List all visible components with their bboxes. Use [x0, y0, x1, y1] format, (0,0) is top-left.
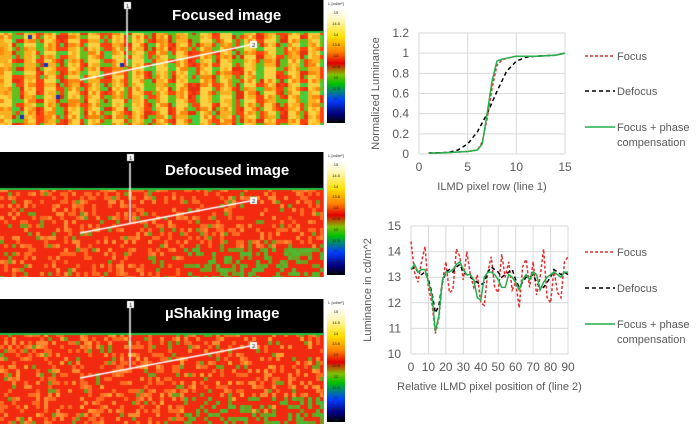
- legend-label: Focus + phase: [617, 122, 689, 134]
- colorbar-label: 12.5: [332, 363, 340, 368]
- colorbar-gradient: [327, 8, 345, 123]
- series-line-2: [410, 260, 568, 332]
- focused-heatmap: [0, 0, 323, 125]
- colorbar-label: 13: [333, 205, 339, 211]
- x-tick-label: 20: [439, 360, 453, 374]
- legend-label: Focus + phase: [617, 319, 689, 331]
- y-tick-label: 15: [388, 219, 402, 233]
- x-tick-label: 10: [510, 160, 524, 174]
- legend-label: Focus: [617, 247, 647, 259]
- colorbar-gradient: [327, 160, 345, 275]
- colorbar: L [cd/m²] 15 14.5 14 13.5 13 12.5 12 11.5 11 10.5 1…: [323, 0, 348, 125]
- luminance-line2-chart: 0 10 20 30 40 50 60 70 80 90101112131415Relative …: [362, 219, 689, 393]
- series-line-1: [428, 52, 566, 154]
- x-tick-label: 15: [558, 160, 572, 174]
- panel-title: µShaking image: [165, 305, 280, 322]
- colorbar-unit: L [cd/m²]: [328, 153, 344, 158]
- y-axis-label: Luminance in cd/m^2: [362, 238, 374, 342]
- colorbar-label: 15: [333, 10, 339, 15]
- colorbar-label: 11.5: [332, 384, 340, 390]
- y-tick-label: 1.2: [392, 26, 409, 40]
- y-tick-label: 0.8: [392, 66, 409, 80]
- legend-label: compensation: [617, 334, 686, 346]
- colorbar-label: 12: [333, 373, 339, 379]
- y-tick-label: 11: [389, 321, 402, 335]
- x-tick-label: 30: [457, 360, 471, 374]
- colorbar-label: 11.5: [332, 237, 340, 243]
- colorbar-label: 13: [333, 352, 339, 358]
- x-tick-label: 10: [422, 360, 436, 374]
- colorbar-label: 14.5: [332, 20, 340, 26]
- colorbar-label: 13.5: [332, 194, 340, 200]
- colorbar-gradient: [327, 307, 345, 422]
- colorbar-label: 13.5: [332, 341, 340, 347]
- colorbar-label: 10.5: [332, 107, 340, 113]
- series-line-0: [428, 52, 566, 154]
- legend-label: Defocus: [617, 86, 658, 98]
- colorbar-label: 14: [333, 31, 339, 37]
- colorbar-label: 14.5: [332, 319, 340, 325]
- x-tick-label: 60: [509, 360, 523, 374]
- x-axis-label: Relative ILMD pixel position of (line 2): [397, 381, 582, 393]
- x-tick-label: 50: [492, 360, 506, 374]
- colorbar-label: 10.5: [332, 259, 340, 265]
- panel-title: Defocused image: [165, 162, 290, 179]
- colorbar-label: 12: [333, 226, 339, 232]
- series-line-1: [410, 263, 569, 316]
- colorbar-label: 11: [333, 96, 339, 102]
- y-tick-label: 14: [388, 245, 402, 259]
- legend-label: Focus: [617, 51, 647, 63]
- series-line-2: [428, 52, 566, 154]
- y-axis-label: Normalized Luminance: [370, 37, 382, 150]
- colorbar-label: 12: [333, 74, 339, 80]
- luminance-profile-chart: 0 5 10 15 0 0.2 0.4 0.6 0.8 1 1.2 ILMD pixel row (l…: [370, 26, 689, 193]
- colorbar-unit: L [cd/m²]: [328, 300, 344, 305]
- defocused-image-panel: Defocused image L [cd/m²] 15 14.5 14 13.5 13 1…: [0, 152, 350, 277]
- shaking-image-panel: µShaking image L [cd/m²] 15 14.5 14 13.5 13 12…: [0, 299, 350, 424]
- defocused-heatmap: [0, 152, 323, 277]
- x-tick-label: 70: [526, 360, 540, 374]
- colorbar-label: 14.5: [332, 172, 340, 178]
- colorbar-label: 15: [333, 309, 339, 314]
- y-tick-label: 0.4: [392, 107, 409, 121]
- panel-title: Focused image: [172, 7, 282, 24]
- y-tick-label: 0: [402, 147, 409, 161]
- x-tick-label: 5: [464, 160, 471, 174]
- x-tick-label: 0: [408, 360, 415, 374]
- y-tick-label: 0.2: [392, 127, 409, 141]
- colorbar-label: 14: [333, 330, 339, 336]
- focused-image-panel: Focused image L [cd/m²] 15 14.5 14 13.5 13 12.…: [0, 0, 350, 125]
- colorbar-label: 13.5: [332, 42, 340, 48]
- colorbar-label: 12.5: [332, 64, 340, 69]
- colorbar-label: 10: [333, 417, 339, 422]
- x-tick-label: 0: [416, 160, 423, 174]
- legend-label: Defocus: [617, 283, 658, 295]
- colorbar: L [cd/m²] 15 14.5 14 13.5 13 12.5 12 11.5 11 10.5 1…: [323, 152, 348, 277]
- x-axis-label: ILMD pixel row (line 1): [437, 181, 546, 193]
- y-tick-label: 0.6: [392, 87, 409, 101]
- y-tick-label: 1: [402, 46, 409, 60]
- colorbar-label: 10: [333, 118, 339, 123]
- colorbar-label: 15: [333, 162, 339, 167]
- legend-label: compensation: [617, 137, 686, 149]
- x-tick-label: 90: [561, 360, 575, 374]
- colorbar-unit: L [cd/m²]: [328, 1, 344, 6]
- colorbar-label: 10.5: [332, 406, 340, 412]
- colorbar-label: 11: [333, 395, 339, 401]
- colorbar-label: 14: [333, 183, 339, 189]
- shaking-heatmap: [0, 299, 323, 424]
- y-tick-label: 12: [388, 296, 402, 310]
- colorbar-label: 13: [333, 53, 339, 59]
- colorbar-label: 11.5: [332, 85, 340, 91]
- colorbar: L [cd/m²] 15 14.5 14 13.5 13 12.5 12 11.5 11 10.5 1…: [323, 299, 348, 424]
- x-tick-label: 40: [474, 360, 488, 374]
- colorbar-label: 10: [333, 270, 339, 275]
- x-tick-label: 80: [544, 360, 558, 374]
- y-tick-label: 13: [388, 270, 402, 284]
- y-tick-label: 10: [388, 347, 402, 361]
- colorbar-label: 11: [333, 248, 339, 254]
- colorbar-label: 12.5: [332, 216, 340, 221]
